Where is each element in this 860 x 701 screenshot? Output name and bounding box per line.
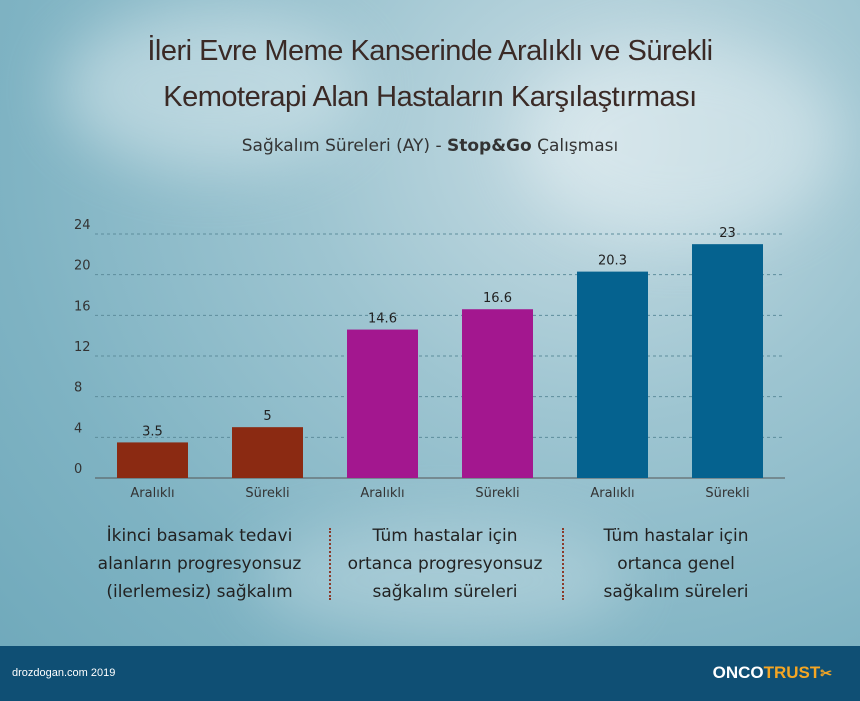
oncotrust-logo: ONCOTRUST✂ [713,663,832,683]
background-cloud [60,10,360,170]
caption-group-2: Tüm hastalar için ortanca progresyonsuz … [330,522,560,606]
caption-line: ortanca genel [617,554,735,574]
y-axis: 0 4 8 12 16 20 24 [74,218,91,477]
caption-group-3: Tüm hastalar için ortanca genel sağkalım… [565,522,787,606]
y-tick-label: 24 [74,218,91,233]
caption-divider [329,528,331,600]
bar-value-label: 5 [263,409,271,424]
x-category-label: Aralıklı [130,486,174,501]
x-axis: Aralıklı Sürekli Aralıklı Sürekli Aralıklı Sü… [130,486,749,501]
y-tick-label: 16 [74,299,91,314]
logo-scissors-icon: ✂ [820,665,832,681]
caption-line: alanların progresyonsuz [97,554,302,574]
y-tick-label: 0 [74,462,82,477]
x-category-label: Aralıklı [590,486,634,501]
chart-title: İleri Evre Meme Kanserinde Aralıklı ve S… [0,28,860,120]
caption-divider [562,528,564,600]
y-tick-label: 4 [74,421,82,436]
bar-value-label: 3.5 [142,424,163,439]
chart-subtitle: Sağkalım Süreleri (AY) - Stop&Go Çalışma… [0,136,860,156]
bar [577,271,648,478]
bar-value-label: 14.6 [368,312,397,327]
logo-trust: TRUST [763,663,821,682]
footer-site-label: drozdogan.com 2019 [12,667,116,679]
caption-line: (ilerlemesiz) sağkalım [106,582,293,602]
bar [117,442,188,478]
x-category-label: Sürekli [245,486,289,501]
footer-bar: drozdogan.com 2019 ONCOTRUST✂ [0,646,860,701]
caption-line: sağkalım süreleri [603,582,749,602]
y-tick-label: 8 [74,381,82,396]
bar-value-label: 20.3 [598,254,627,269]
bar [347,329,418,478]
subtitle-study-name: Stop&Go [446,136,532,156]
y-tick-label: 20 [74,259,91,274]
bar-chart: 0 4 8 12 16 20 24 3.5 5 14.6 16.6 20.3 23 Aralıklı S… [74,218,785,501]
caption-line: İkinci basamak tedavi [106,526,293,546]
x-category-label: Sürekli [705,486,749,501]
bar-value-label: 16.6 [483,291,512,306]
chart-grid [95,233,785,479]
x-category-label: Sürekli [475,486,519,501]
logo-onco: ONCO [712,663,764,682]
caption-group-1: İkinci basamak tedavi alanların progresy… [82,522,317,606]
bar [692,244,763,478]
subtitle-suffix: Çalışması [531,136,619,156]
caption-line: Tüm hastalar için [372,526,518,546]
caption-line: ortanca progresyonsuz [347,554,543,574]
subtitle-text: Sağkalım Süreleri (AY) - [241,136,447,156]
title-line: İleri Evre Meme Kanserinde Aralıklı ve S… [147,35,713,67]
background-cloud [520,40,840,240]
background-cloud [250,520,630,640]
caption-line: sağkalım süreleri [372,582,518,602]
bar-value-label: 23 [719,226,736,241]
bar [462,309,533,478]
y-tick-label: 12 [74,340,91,355]
bars-group: 3.5 5 14.6 16.6 20.3 23 [117,226,763,478]
bar [232,427,303,478]
x-category-label: Aralıklı [360,486,404,501]
caption-line: Tüm hastalar için [603,526,749,546]
title-line: Kemoterapi Alan Hastaların Karşılaştırma… [163,81,697,113]
